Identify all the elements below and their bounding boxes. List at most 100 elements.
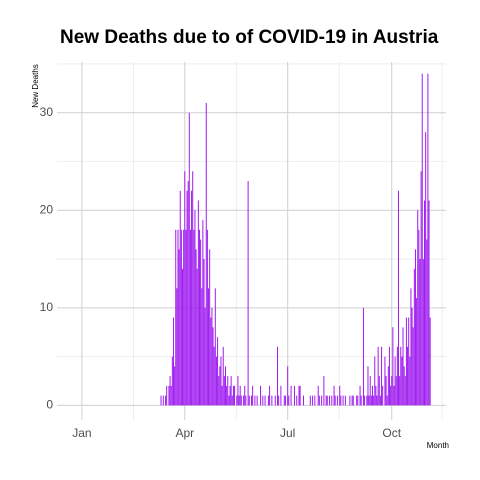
bar xyxy=(219,366,221,406)
bar xyxy=(218,376,220,406)
bar xyxy=(208,288,210,406)
bar xyxy=(323,376,325,406)
bar xyxy=(427,73,429,406)
bar xyxy=(394,356,396,406)
x-tick-label: Apr xyxy=(175,426,194,440)
bar xyxy=(180,229,182,406)
bar xyxy=(344,395,346,406)
bar xyxy=(370,395,372,406)
bar xyxy=(220,356,222,406)
bar xyxy=(382,385,384,406)
y-axis-label: New Deaths xyxy=(31,64,40,108)
bar xyxy=(408,317,410,406)
y-tick-label: 0 xyxy=(46,398,53,412)
bar xyxy=(381,346,383,406)
bar xyxy=(349,395,351,406)
bar xyxy=(217,337,219,406)
y-tick-label: 20 xyxy=(40,202,54,216)
bar xyxy=(252,385,254,406)
bar xyxy=(226,385,228,406)
bar xyxy=(428,200,430,406)
bar xyxy=(223,376,225,406)
bar xyxy=(221,385,223,406)
bar xyxy=(239,385,241,406)
bar xyxy=(274,395,276,406)
bar xyxy=(379,395,381,406)
bar xyxy=(194,210,196,406)
bar xyxy=(191,190,193,406)
bar xyxy=(385,376,387,406)
bar xyxy=(362,307,364,406)
bar xyxy=(356,395,358,406)
bar xyxy=(185,229,187,406)
bar xyxy=(203,259,205,406)
bar xyxy=(254,395,256,406)
bar xyxy=(189,229,191,406)
bar xyxy=(178,249,180,406)
bar xyxy=(299,385,301,406)
bar xyxy=(375,385,377,406)
bar xyxy=(334,395,336,406)
x-tick-label: Oct xyxy=(382,426,401,440)
bar xyxy=(209,249,211,406)
bar xyxy=(414,249,416,406)
bar xyxy=(318,395,320,406)
bar xyxy=(388,346,390,406)
bar xyxy=(404,376,406,406)
bar xyxy=(425,132,427,406)
bar xyxy=(269,385,271,406)
bar xyxy=(352,395,354,406)
bar xyxy=(230,376,232,406)
bar xyxy=(267,395,269,406)
bar xyxy=(200,239,202,406)
bar xyxy=(368,395,370,406)
bar xyxy=(170,385,172,406)
bar xyxy=(333,385,335,406)
grid xyxy=(57,62,446,420)
bar xyxy=(182,268,184,406)
bar xyxy=(177,229,179,406)
bar xyxy=(186,190,188,406)
bar xyxy=(288,395,290,406)
bar xyxy=(168,385,170,406)
bar xyxy=(293,385,295,406)
bar xyxy=(298,385,300,406)
bar xyxy=(371,385,374,406)
bar xyxy=(399,376,401,406)
y-tick-label: 30 xyxy=(40,105,54,119)
bar xyxy=(393,385,395,406)
bar xyxy=(165,395,167,406)
bar xyxy=(376,395,378,406)
bar xyxy=(401,356,403,406)
bar xyxy=(198,229,200,406)
bar xyxy=(256,395,258,406)
bar xyxy=(248,395,250,406)
bar xyxy=(413,268,415,406)
bar xyxy=(369,376,371,406)
bar xyxy=(280,385,282,406)
bar xyxy=(419,259,421,406)
bar xyxy=(377,346,379,406)
bar xyxy=(211,307,213,406)
bar xyxy=(284,395,286,406)
bar xyxy=(227,376,229,406)
bar xyxy=(412,327,414,406)
x-tick-label: Jan xyxy=(72,426,91,440)
bar xyxy=(386,395,388,406)
bar xyxy=(232,385,234,406)
bar xyxy=(296,395,298,406)
bar xyxy=(215,356,217,406)
bar xyxy=(426,239,428,406)
bar xyxy=(236,395,238,406)
chart-title: New Deaths due to of COVID-19 in Austria xyxy=(60,27,439,48)
bar xyxy=(392,327,394,406)
bar xyxy=(390,385,392,406)
bar xyxy=(212,327,214,406)
bar xyxy=(396,346,398,406)
bar xyxy=(247,181,249,406)
bar xyxy=(402,327,404,406)
bar xyxy=(183,229,185,406)
bar xyxy=(278,395,280,406)
bar xyxy=(205,102,207,406)
bar xyxy=(403,366,405,406)
